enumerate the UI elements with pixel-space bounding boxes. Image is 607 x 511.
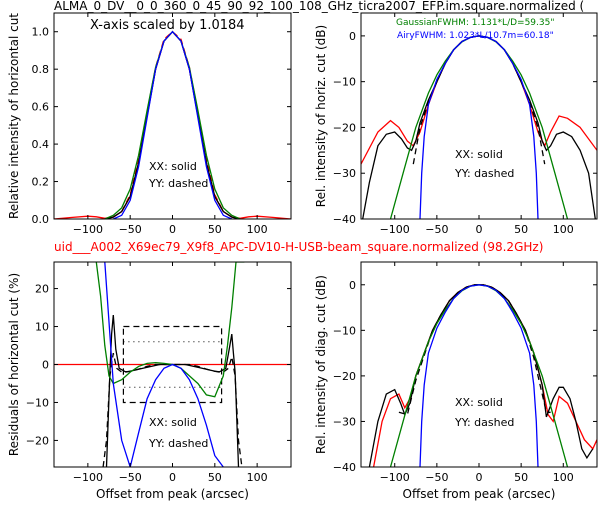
series-group — [54, 30, 291, 219]
y-axis-label: Relative intensity of horizontal cut — [7, 13, 21, 219]
annotation: GaussianFWHM: 1.131*L/D=59.35" — [396, 18, 554, 28]
y-tick-label: −40 — [333, 213, 356, 226]
y-tick-label: 0 — [349, 30, 356, 43]
series-group — [54, 262, 291, 467]
x-axis-label: Offset from peak (arcsec) — [96, 487, 249, 501]
y-axis-label: Residuals of horizontal cut (%) — [7, 273, 21, 456]
series-line-black-dashed — [102, 352, 243, 467]
y-tick-label: −40 — [333, 461, 356, 474]
series-line-blue-solid — [419, 35, 539, 219]
y-tick-label: 0.8 — [32, 63, 50, 76]
annotation: YY: dashed — [454, 167, 514, 180]
annotation: YY: dashed — [454, 416, 514, 429]
x-tick-label: 50 — [514, 471, 528, 484]
annotation: XX: solid — [455, 148, 503, 161]
annotation: YY: dashed — [148, 177, 208, 190]
y-tick-label: −30 — [333, 167, 356, 180]
x-tick-label: 0 — [476, 223, 483, 236]
x-tick-label: 50 — [208, 223, 222, 236]
series-line-blue-solid — [419, 284, 539, 467]
x-tick-label: −50 — [119, 223, 142, 236]
y-tick-label: −30 — [333, 415, 356, 428]
y-tick-label: 0.0 — [32, 213, 50, 226]
annotation: AiryFWHM: 1.023*L/10.7m=60.18" — [397, 31, 554, 41]
x-tick-label: 100 — [553, 223, 574, 236]
x-tick-label: 0 — [476, 471, 483, 484]
y-tick-label: 0.4 — [32, 138, 50, 151]
y-axis-label: Rel. intensity of diag. cut (dB) — [314, 275, 328, 454]
x-tick-label: 100 — [247, 471, 268, 484]
x-tick-label: 0 — [169, 223, 176, 236]
y-axis-label: Rel. intensity of horiz. cut (dB) — [314, 25, 328, 207]
x-tick-label: −100 — [73, 471, 103, 484]
x-axis-label: Offset from peak (arcsec) — [403, 487, 556, 501]
y-tick-label: −20 — [333, 121, 356, 134]
y-tick-label: 0 — [349, 279, 356, 292]
y-tick-label: 0 — [42, 359, 49, 372]
x-tick-label: −50 — [425, 471, 448, 484]
annotation: XX: solid — [455, 396, 503, 409]
y-tick-label: −10 — [26, 396, 49, 409]
series-line-blue-solid — [113, 30, 233, 219]
x-tick-label: −50 — [425, 223, 448, 236]
annotation: YY: dashed — [148, 437, 208, 450]
y-tick-label: 0.6 — [32, 101, 50, 114]
series-line-blue-solid — [104, 262, 224, 467]
x-tick-label: 100 — [553, 471, 574, 484]
x-tick-label: −100 — [380, 471, 410, 484]
annotation: XX: solid — [149, 160, 197, 173]
y-tick-label: −20 — [26, 434, 49, 447]
annotation: XX: solid — [149, 416, 197, 429]
series-line-red-dashed — [121, 30, 224, 212]
x-tick-label: 50 — [514, 223, 528, 236]
x-tick-label: −100 — [73, 223, 103, 236]
x-tick-label: 100 — [247, 223, 268, 236]
y-tick-label: −20 — [333, 370, 356, 383]
y-tick-label: −10 — [333, 76, 356, 89]
x-tick-label: 50 — [208, 471, 222, 484]
top-title: ALMA_0_DV__0_0_360_0_45_90_92_100_108_GH… — [54, 0, 584, 13]
y-tick-label: 10 — [35, 321, 49, 334]
x-tick-label: 0 — [169, 471, 176, 484]
y-tick-label: 1.0 — [32, 26, 50, 39]
y-tick-label: 20 — [35, 283, 49, 296]
x-tick-label: −100 — [380, 223, 410, 236]
mid-title: uid___A002_X69ec79_X9f8_APC-DV10-H-USB-b… — [54, 240, 543, 254]
y-tick-label: 0.2 — [32, 176, 50, 189]
series-group — [368, 284, 597, 467]
panel-tl: −100 −50 0 50 100 0.0 0.2 0.4 0.6 0.8 1.0 Relative … — [7, 12, 292, 236]
series-group — [361, 35, 597, 219]
annotation: X-axis scaled by 1.0184 — [90, 18, 245, 33]
y-tick-label: −10 — [333, 324, 356, 337]
x-tick-label: −50 — [119, 471, 142, 484]
